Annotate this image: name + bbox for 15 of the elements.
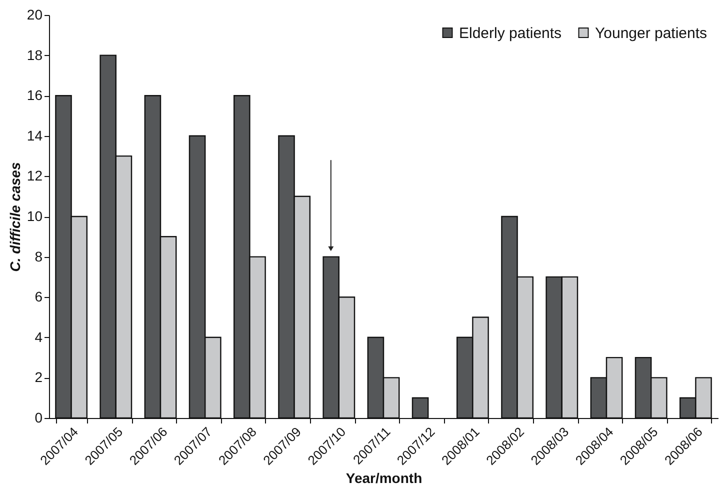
legend-label: Younger patients (595, 24, 708, 42)
y-tick-label: 18 (26, 46, 43, 63)
y-tick-label: 12 (26, 168, 43, 184)
y-tick-label: 16 (26, 87, 43, 104)
y-tick-label: 20 (26, 6, 43, 22)
y-tick-label: 10 (26, 208, 43, 224)
y-tick-label: 0 (34, 410, 43, 426)
y-tick-label: 14 (26, 127, 43, 144)
y-tick-label: 4 (34, 328, 43, 345)
x-axis-title: Year/month (346, 470, 422, 486)
y-axis-title: C. difficile cases (6, 162, 23, 272)
y-tick-label: 6 (34, 288, 43, 305)
y-tick-label: 8 (34, 248, 43, 264)
y-tick-label: 2 (34, 369, 43, 386)
legend-label: Elderly patients (459, 24, 562, 42)
